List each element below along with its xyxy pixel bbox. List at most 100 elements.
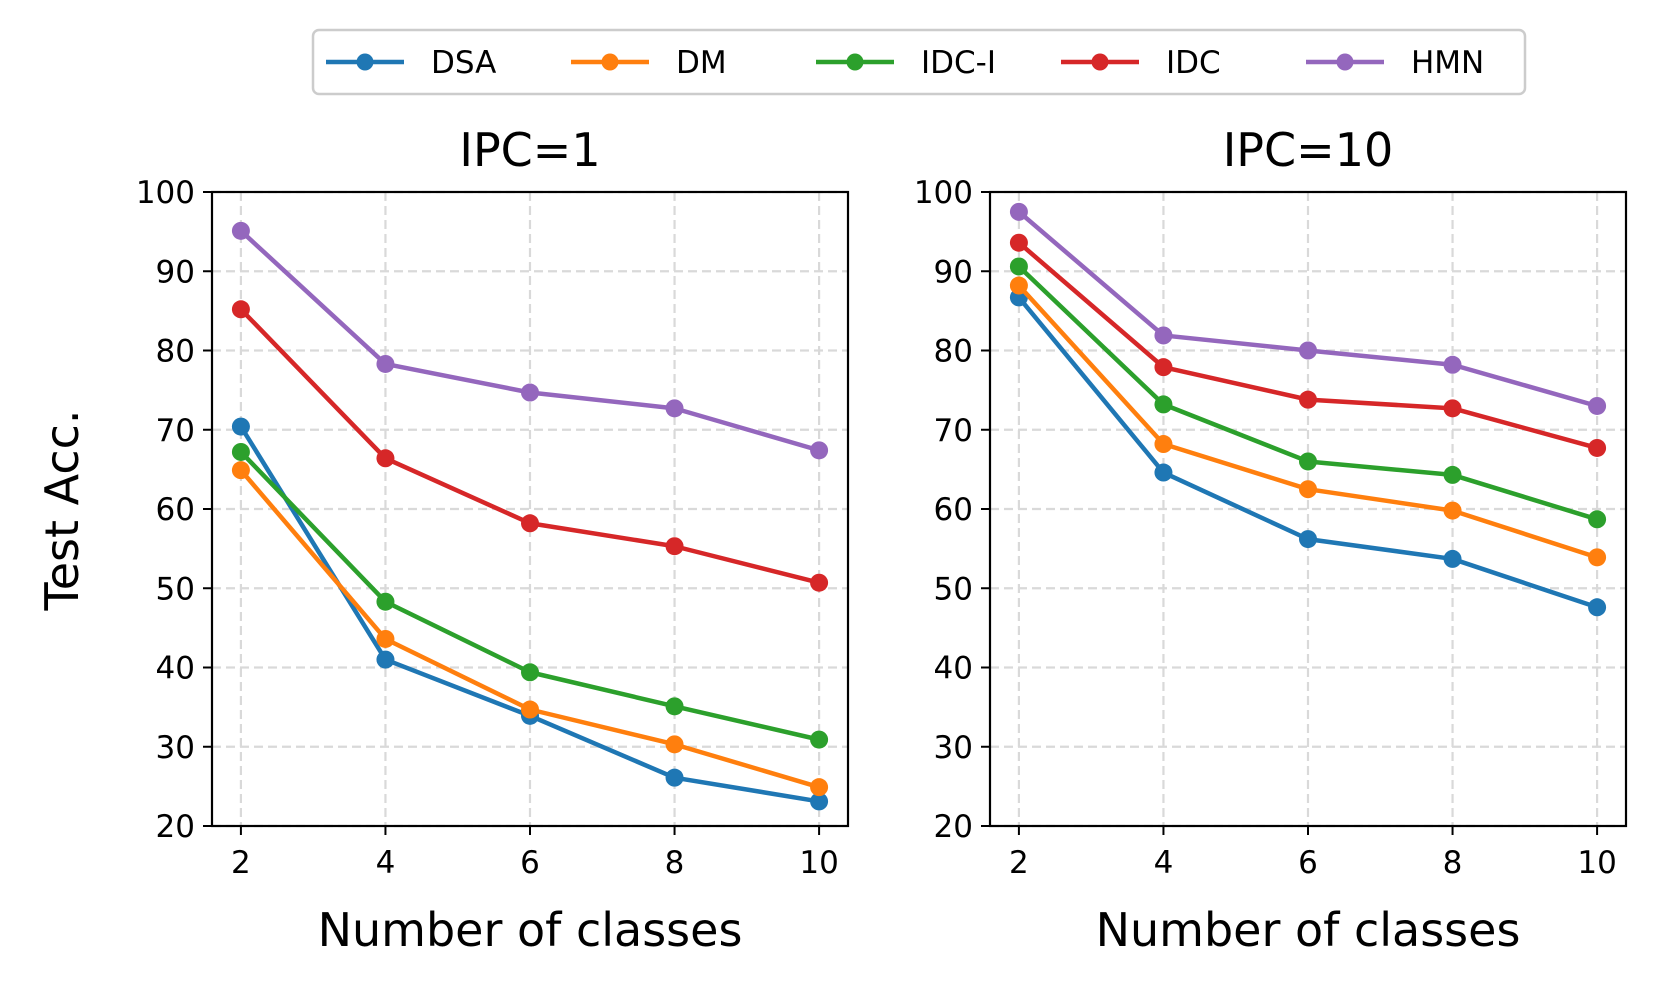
series-dm (231, 461, 829, 797)
series-dm (1009, 276, 1607, 567)
series-idc-i (1009, 257, 1607, 529)
data-point (376, 592, 395, 611)
legend-entry-idc: IDC (1061, 45, 1221, 81)
panel-title: IPC=10 (1223, 123, 1394, 177)
data-point (231, 461, 250, 480)
data-point (1154, 463, 1173, 482)
series-hmn (231, 221, 829, 460)
panel-2: IPC=10 2 4 6 8 10 20 30 40 50 60 70 80 90 100 Number of… (914, 123, 1628, 957)
y-tick-label: 60 (934, 492, 973, 528)
data-point (1009, 276, 1028, 295)
legend-marker (356, 53, 374, 71)
data-point (1299, 480, 1317, 499)
y-tick-label: 70 (156, 413, 195, 449)
y-tick-label: 100 (914, 175, 973, 211)
data-point (810, 778, 829, 797)
y-tick-label: 80 (934, 334, 973, 370)
x-tick-label: 4 (1154, 845, 1174, 881)
data-point (1154, 395, 1173, 414)
y-tick-label: 60 (156, 492, 195, 528)
data-point (521, 700, 539, 719)
x-axis-label: Number of classes (318, 903, 743, 957)
x-tick-label: 10 (1577, 845, 1616, 881)
data-point (1588, 396, 1607, 415)
x-ticks: 2 4 6 8 10 (231, 826, 839, 881)
x-tick-label: 10 (799, 845, 838, 881)
x-tick-label: 2 (1009, 845, 1029, 881)
series-idc-i (231, 442, 829, 749)
y-tick-label: 50 (156, 571, 195, 607)
y-tick-label: 50 (934, 571, 973, 607)
panels: IPC=1 2 4 6 8 10 20 30 40 50 60 70 80 90 100 Number of … (136, 123, 1628, 957)
data-point (1443, 549, 1462, 568)
y-axis-label: Test Acc. (35, 409, 89, 611)
data-point (1299, 390, 1317, 409)
data-point (810, 792, 829, 811)
y-tick-label: 40 (934, 651, 973, 687)
legend-label: DM (676, 45, 727, 81)
panel-1: IPC=1 2 4 6 8 10 20 30 40 50 60 70 80 90 100 Number of … (136, 123, 850, 957)
y-ticks: 20 30 40 50 60 70 80 90 100 (914, 175, 990, 845)
y-tick-label: 70 (934, 413, 973, 449)
legend-entry-dsa: DSA (326, 45, 496, 81)
data-point (665, 399, 684, 418)
series-idc (1009, 233, 1607, 457)
grid (212, 190, 848, 828)
data-point (1299, 530, 1317, 549)
legend-label: IDC-I (921, 45, 996, 81)
data-point (810, 573, 829, 592)
data-point (376, 449, 395, 468)
y-tick-label: 80 (156, 334, 195, 370)
data-point (1154, 435, 1173, 454)
data-point (376, 354, 395, 373)
data-point (1009, 202, 1028, 221)
data-point (231, 442, 250, 461)
data-point (1443, 399, 1462, 418)
legend-label: DSA (431, 45, 496, 81)
y-tick-label: 90 (156, 254, 195, 290)
legend-marker (846, 53, 864, 71)
x-tick-label: 8 (665, 845, 685, 881)
legend-marker (601, 53, 619, 71)
y-tick-label: 90 (934, 254, 973, 290)
series-idc (231, 300, 829, 592)
legend-entry-idc-i: IDC-I (816, 45, 996, 81)
data-point (665, 768, 684, 787)
legend-box (311, 28, 1527, 96)
legend-entry-dm: DM (571, 45, 727, 81)
data-point (1009, 233, 1028, 252)
x-tick-label: 6 (1298, 845, 1318, 881)
data-point (231, 221, 250, 240)
legend-marker (1336, 53, 1354, 71)
y-tick-label: 30 (156, 730, 195, 766)
data-point (1588, 548, 1607, 567)
data-point (1299, 452, 1317, 471)
y-tick-label: 40 (156, 651, 195, 687)
data-point (1588, 510, 1607, 529)
data-point (521, 383, 539, 402)
data-point (521, 514, 539, 533)
data-point (1299, 341, 1317, 360)
series-dsa (1009, 288, 1607, 617)
data-point (521, 663, 539, 682)
data-point (1588, 438, 1607, 457)
x-tick-label: 2 (231, 845, 251, 881)
grid (990, 190, 1626, 828)
data-point (1009, 257, 1028, 276)
y-tick-label: 20 (156, 809, 195, 845)
x-ticks: 2 4 6 8 10 (1009, 826, 1617, 881)
panel-title: IPC=1 (459, 123, 600, 177)
data-point (376, 629, 395, 648)
y-tick-label: 100 (136, 175, 195, 211)
legend-label: IDC (1166, 45, 1221, 81)
legend: DSA DM IDC-I IDC HMN (311, 28, 1527, 96)
legend-marker (1091, 53, 1109, 71)
y-tick-label: 30 (934, 730, 973, 766)
data-point (1443, 465, 1462, 484)
data-point (810, 441, 829, 460)
y-ticks: 20 30 40 50 60 70 80 90 100 (136, 175, 212, 845)
data-point (1154, 326, 1173, 345)
x-tick-label: 4 (376, 845, 396, 881)
data-point (231, 417, 250, 436)
